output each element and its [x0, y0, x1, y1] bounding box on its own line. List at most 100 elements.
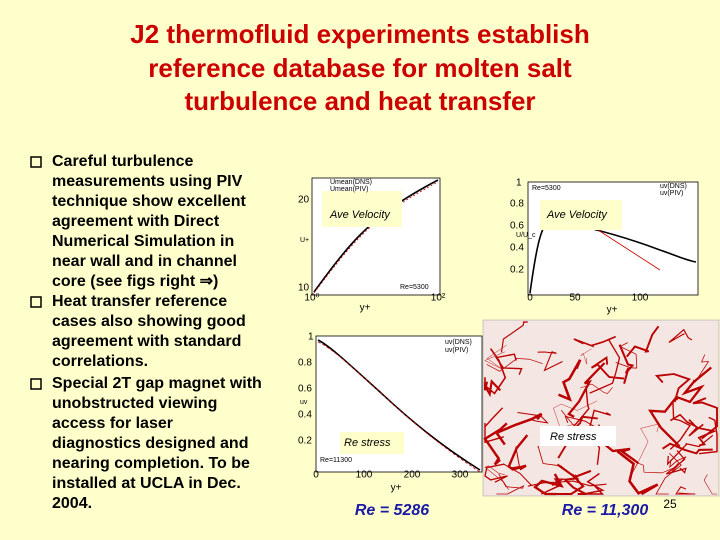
flow-streak	[703, 474, 717, 495]
flow-streak	[668, 328, 693, 344]
flow-streak	[502, 446, 533, 486]
flow-streak	[567, 362, 606, 418]
x-tick-label: 100	[632, 293, 649, 304]
bullet-text: agreement with Direct	[52, 213, 220, 230]
reynolds-label: Re = 11,300	[562, 502, 649, 519]
flow-streak	[638, 423, 660, 462]
flow-streak	[500, 321, 528, 353]
bullet-text: technique show excellent	[52, 193, 247, 210]
flow-streak	[484, 344, 507, 370]
y-tick-label: 0.2	[298, 436, 312, 447]
x-tick-label: 0	[313, 470, 319, 481]
flow-streak	[517, 412, 549, 424]
flow-streak	[674, 366, 712, 404]
figure-caption: Re stress	[550, 431, 597, 443]
flow-streak	[484, 465, 509, 490]
x-tick-label: 10⁰	[304, 293, 319, 304]
bullet-text: Numerical Simulation in	[52, 233, 234, 250]
y-tick-label: 0.6	[510, 221, 524, 232]
bullet-marker	[30, 296, 42, 308]
title-line: reference database for molten salt	[148, 53, 572, 83]
bullet-text: Heat transfer reference	[52, 293, 227, 310]
flow-streak	[616, 450, 659, 496]
flow-streak	[629, 462, 677, 478]
flow-streak	[555, 469, 592, 496]
flow-streak	[590, 355, 625, 380]
bullet-text: cases also showing good	[52, 313, 246, 330]
figure-caption: Re stress	[344, 437, 391, 449]
flow-streak	[699, 416, 718, 455]
bullet-text: installed at UCLA in Dec.	[52, 475, 241, 492]
y-tick-label: 20	[298, 195, 310, 206]
x-axis-label: y+	[391, 483, 402, 494]
y-tick-label: 0.4	[510, 243, 524, 254]
figure-note: Re=11300	[320, 457, 352, 464]
y-tick-label: 0.8	[510, 199, 524, 210]
title-line: J2 thermofluid experiments establish	[130, 19, 589, 49]
x-tick-label: 0	[527, 293, 533, 304]
flow-streak	[648, 396, 681, 448]
x-tick-label: 200	[404, 470, 421, 481]
bullet-text: core (see figs right ⇒)	[52, 273, 218, 290]
flow-streak	[666, 434, 714, 466]
bullet-text: Special 2T gap magnet with	[52, 375, 262, 392]
flow-streak	[589, 338, 621, 394]
flow-streak	[669, 401, 691, 450]
flow-streak	[496, 473, 525, 495]
flow-streak	[484, 463, 508, 483]
y-tick-label: 1	[516, 178, 522, 189]
x-tick-label: 300	[452, 470, 469, 481]
flow-streak	[533, 473, 564, 496]
bullet-marker	[30, 156, 42, 168]
figure-caption: Ave Velocity	[546, 209, 608, 221]
figure-note: Re=5300	[532, 185, 561, 192]
y-axis-label: uv	[300, 399, 308, 406]
y-tick-label: 0.8	[298, 358, 312, 369]
y-axis-label: U/U_c	[516, 232, 536, 239]
x-tick-label: 50	[569, 293, 581, 304]
y-axis-label: U+	[300, 237, 309, 244]
x-tick-label: 10²	[431, 293, 446, 304]
legend-entry: Umean(DNS)	[330, 179, 372, 186]
figure: Re stress 1 0.8 0.6 0.4 0.2 0 100 200 30…	[298, 332, 483, 494]
flow-streak	[626, 325, 660, 358]
flow-streak	[537, 351, 563, 372]
y-tick-label: 1	[308, 332, 314, 343]
bullet-marker	[30, 378, 42, 390]
flow-streak	[483, 379, 502, 398]
bullet-text: 2004.	[52, 495, 92, 512]
flow-streak	[654, 373, 692, 403]
flow-streak	[692, 397, 718, 440]
figure: Re stress	[482, 319, 720, 497]
flow-streak	[618, 344, 635, 384]
x-axis-label: y+	[607, 305, 618, 316]
flow-streak	[692, 354, 710, 383]
y-tick-label: 0.2	[510, 265, 524, 276]
flow-streak	[675, 486, 696, 495]
flow-streak	[540, 478, 565, 495]
flow-streak	[669, 456, 687, 473]
bullet-text: measurements using PIV	[52, 173, 243, 190]
legend-entry: Umean(PIV)	[330, 186, 369, 193]
flow-streak	[558, 359, 582, 402]
flow-streak	[655, 453, 682, 495]
figure: Ave Velocity 1 0.8 0.6 0.4 0.2 0 50 100 …	[510, 178, 699, 316]
bullet-text: near wall and in channel	[52, 253, 237, 270]
flow-streak	[494, 412, 543, 446]
legend-entry: uv(DNS)	[445, 339, 472, 346]
flow-streak	[573, 335, 617, 348]
bullet-text: nearing completion. To be	[52, 455, 250, 472]
flow-streak	[669, 413, 704, 437]
legend-entry: uv(DNS)	[660, 183, 687, 190]
bullet-text: correlations.	[52, 353, 148, 370]
bullet-text: Careful turbulence	[52, 153, 193, 170]
bullet-text: unobstructed viewing	[52, 395, 217, 412]
x-axis-label: y+	[360, 303, 371, 314]
y-tick-label: 0.6	[298, 384, 312, 395]
legend-entry: uv(PIV)	[445, 347, 468, 354]
bullet-text: agreement with standard	[52, 333, 241, 350]
flow-streak	[583, 472, 605, 495]
bullet-text: access for laser	[52, 415, 173, 432]
title-line: turbulence and heat transfer	[184, 86, 535, 116]
